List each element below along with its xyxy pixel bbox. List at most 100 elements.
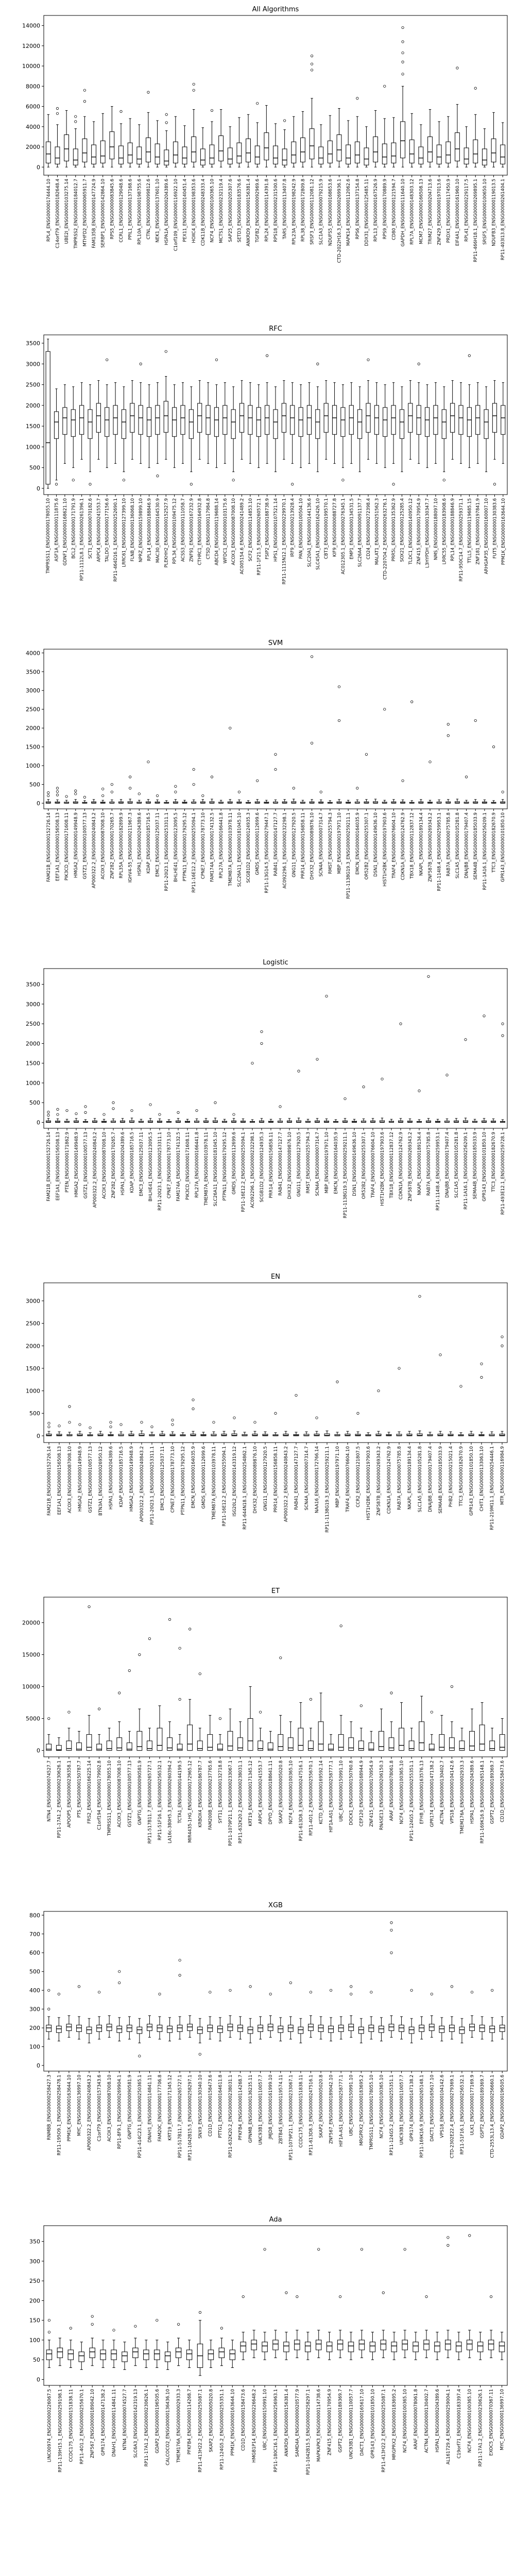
x-tick-label: BHLHE41_ENSG00000123095.5 [174,812,179,882]
outlier-point [383,708,386,711]
x-tick-label: EIF4A1_ENSG00000161960.10 [455,179,460,246]
box-plot-51 [475,382,480,464]
y-tick-label: 100 [29,2337,40,2344]
box-plot-29 [309,655,315,804]
outlier-point [359,1704,363,1707]
outlier-point [210,109,214,112]
outlier-point [57,1992,60,1996]
box-plot-9 [127,775,133,804]
outlier-point [47,2008,50,2011]
box-plot-29 [358,2248,365,2358]
box-plot-9 [129,1109,134,1123]
outlier-point [83,100,87,103]
x-tick-label: HIF1A-AS1_ENSG00000258777.1 [339,2075,344,2147]
x-tick-label: RP11-464D16.1_ENSG00000252690.1 [113,498,118,582]
outlier-point [65,795,68,798]
iqr-box [416,405,421,435]
y-tick-label: 0 [37,2377,40,2383]
iqr-box [121,409,127,439]
iqr-box [336,134,342,162]
box-plot-26 [265,354,270,464]
box-plot-0 [45,338,50,489]
x-tick-label: AP000322.2_ENSG00000240843.2 [140,1446,145,1522]
outlier-point [77,1985,81,1988]
x-tick-label: EMCN_ENSG00000164035.9 [334,1132,339,1194]
iqr-box [79,405,84,435]
iqr-box [76,1742,82,1751]
iqr-box [229,2349,236,2360]
box-plot-0 [45,114,51,167]
x-tick-label: FAM174A_ENSG00000174132.5 [210,812,215,882]
box-plot-34 [361,1086,366,1123]
outlier-point [192,768,195,771]
iqr-box [96,2025,102,2032]
x-tick-label: ABCD4_ENSG00000119688.14 [214,498,219,565]
box-plot-4 [86,1605,92,1751]
outlier-point [198,2311,202,2314]
iqr-box [55,146,60,164]
x-tick-label: CTSD_ENSG00000117984.8 [206,498,211,560]
x-tick-label: HMGA2_ENSG00000149948.9 [74,1132,79,1197]
outlier-point [439,1353,442,1357]
x-tick-label: SCN4A_ENSG00000007314.7 [319,812,324,876]
iqr-box [283,1433,289,1436]
iqr-box [375,1433,382,1436]
iqr-box [214,407,219,437]
iqr-box [458,405,464,435]
iqr-box [66,2024,72,2031]
x-tick-label: FRS2_ENSG00000166225.14 [87,1760,92,1824]
iqr-box [73,801,78,804]
box-plot-20 [214,358,219,468]
x-tick-label: MCTS1_ENSG00000232119.4 [219,179,224,243]
iqr-box [86,2026,92,2034]
iqr-box [116,2025,123,2033]
x-tick-label: FAM200B_ENSG00000237765.6 [208,1760,213,1830]
box-plot-15 [182,125,187,167]
x-tick-label: TRAF4_ENSG00000076604.10 [371,1132,376,1198]
iqr-box [221,1433,227,1436]
outlier-point [464,1038,467,1041]
x-tick-label: CD1D_ENSG00000158473.6 [241,2389,246,2451]
x-tick-label: RP11-413H22.2_ENSG00000255087.1 [198,2389,203,2472]
box-plot-4 [79,382,84,460]
iqr-box [500,144,506,164]
x-tick-label: NDUFB3_ENSG00000119013.5 [492,179,497,246]
iqr-box [173,141,178,163]
box-plot-42 [435,1118,440,1123]
box-plot-20 [247,1985,253,2043]
x-tick-label: GMDS_ENSG00000112699.6 [255,812,261,875]
x-tick-label: SLC20A1_ENSG00000144136.6 [307,498,312,567]
chart-title: Logistic [263,959,288,967]
x-tick-label: ZNF429_ENSG00000197013.6 [437,179,442,245]
box-plot-34 [354,787,360,804]
outlier-point [56,790,59,793]
outlier-point [316,1058,319,1061]
outlier-point [65,1109,68,1112]
iqr-box [222,405,228,435]
box-plot-23 [259,1030,264,1123]
box-plot-11 [157,1992,163,2040]
iqr-box [278,2025,284,2033]
outlier-point [74,115,77,118]
box-plot-38 [366,358,371,460]
x-tick-label: RP11-20I23.1_ENSG00000253311.1 [164,812,169,891]
iqr-box [290,405,295,435]
box-plot-4 [82,89,88,167]
iqr-box [118,145,124,164]
y-tick-label: 20000 [22,1620,40,1626]
iqr-box [287,1120,292,1123]
iqr-box [479,2025,485,2032]
iqr-box [409,139,415,163]
box-plot-1 [56,1737,62,1751]
iqr-box [175,2347,182,2358]
box-plot-44 [416,362,421,464]
box-plot-21 [222,382,228,464]
box-plot-36 [434,2332,440,2360]
box-plot-24 [264,105,269,167]
outlier-point [188,1628,192,1631]
box-plot-37 [445,2236,451,2358]
chart-title: XGB [268,1902,283,1909]
box-plot-37 [382,84,387,167]
x-tick-label: MYC_ENSG00000136997.10 [500,2389,505,2450]
outlier-point [362,1086,365,1089]
